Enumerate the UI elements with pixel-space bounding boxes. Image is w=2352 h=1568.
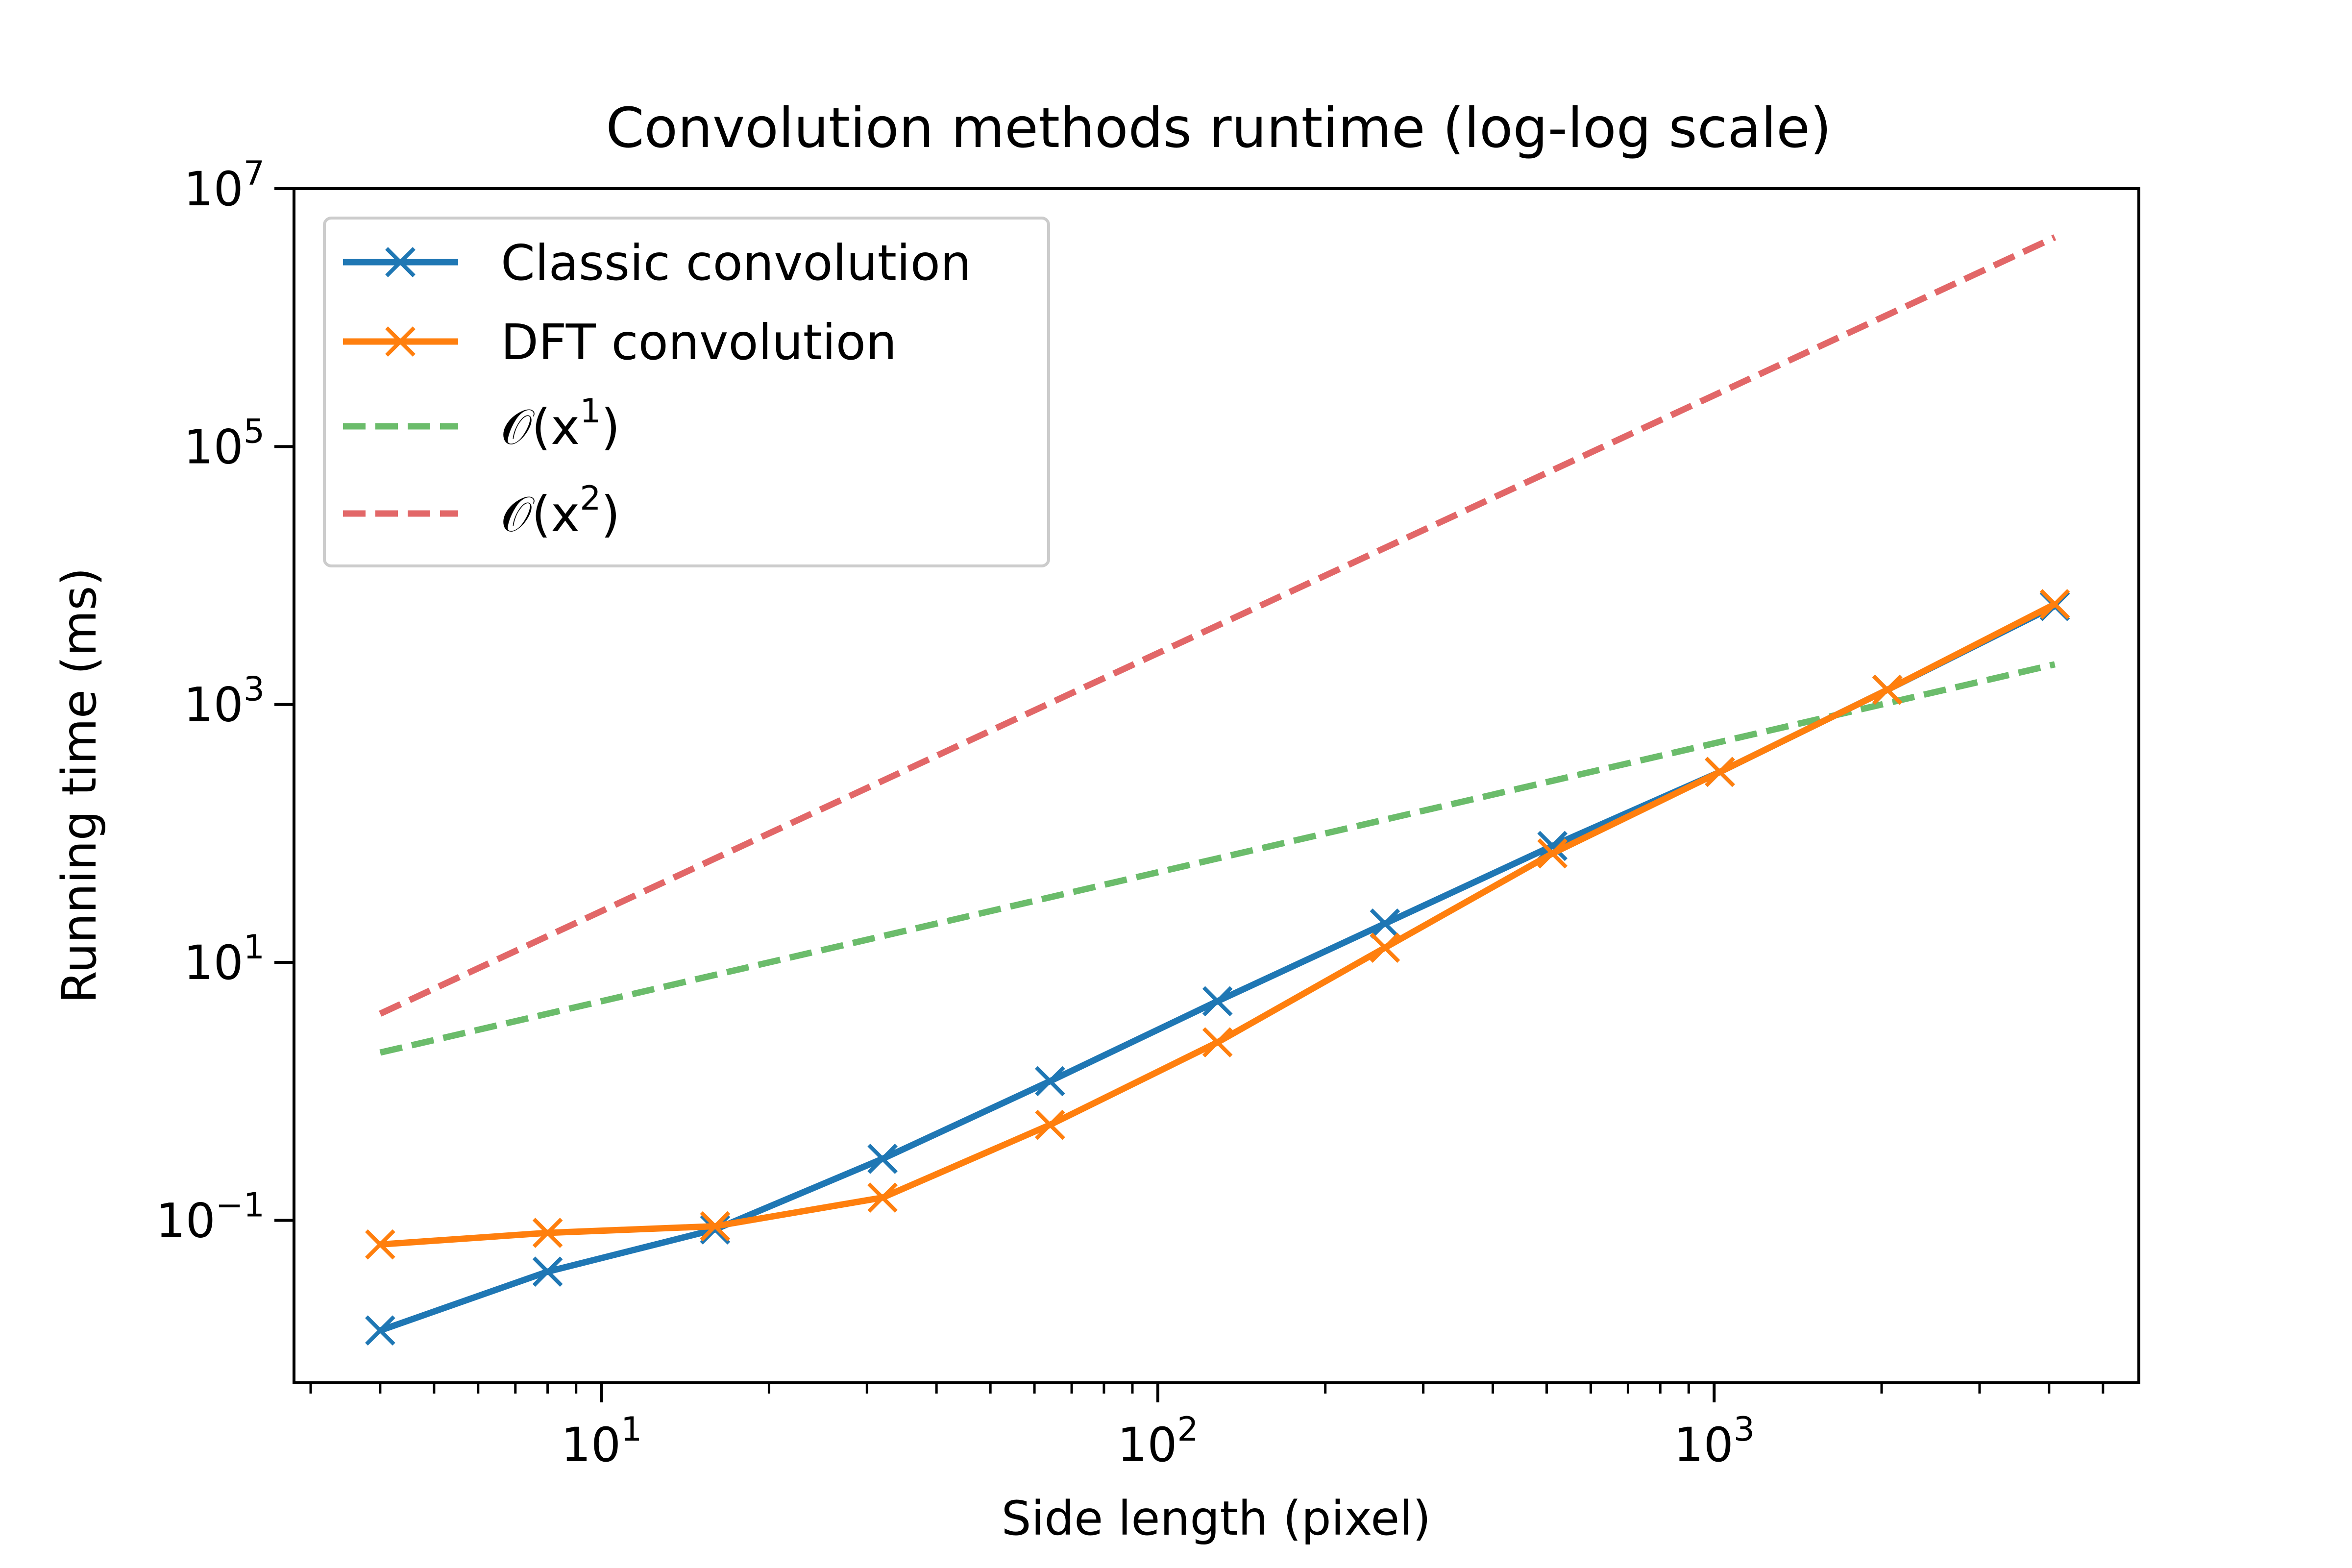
data-point-marker bbox=[700, 1214, 731, 1245]
x-tick-label: 102 bbox=[1117, 1410, 1198, 1472]
plot-frame bbox=[293, 187, 2140, 1384]
data-point-marker bbox=[532, 1256, 563, 1287]
data-point-marker bbox=[1872, 674, 1903, 705]
legend-label-3: 𝒪(x2) bbox=[501, 479, 620, 543]
data-point-marker bbox=[1202, 1027, 1233, 1058]
legend-label-2: 𝒪(x1) bbox=[501, 392, 620, 456]
data-point-marker bbox=[1035, 1109, 1065, 1140]
y-tick-label: 107 bbox=[184, 154, 265, 217]
x-axis-label: Side length (pixel) bbox=[1002, 1491, 1431, 1546]
y-tick-label: 103 bbox=[184, 670, 265, 733]
chart-title: Convolution methods runtime (log-log sca… bbox=[606, 97, 1831, 160]
data-point-marker bbox=[2039, 589, 2070, 619]
x-tick-label: 101 bbox=[561, 1410, 642, 1472]
y-axis-label: Running time (ms) bbox=[52, 567, 107, 1004]
legend-label-0: Classic convolution bbox=[501, 234, 971, 292]
series-line-3 bbox=[379, 234, 2057, 1017]
legend-label-1: DFT convolution bbox=[501, 314, 897, 371]
legend-marker-1 bbox=[385, 326, 416, 357]
data-point-marker bbox=[867, 1182, 898, 1213]
y-axis: 10−1 101 103 105 107 bbox=[156, 154, 294, 1248]
legend-marker-0 bbox=[385, 247, 416, 277]
legend: Classic convolution DFT convolution 𝒪(x1) 𝒪… bbox=[323, 217, 1050, 567]
data-point-marker bbox=[365, 1229, 395, 1260]
data-point-marker bbox=[700, 1211, 731, 1242]
series-line-2 bbox=[379, 661, 2056, 1056]
data-point-marker bbox=[1705, 757, 1735, 787]
data-point-marker bbox=[532, 1218, 563, 1248]
data-point-marker bbox=[867, 1144, 898, 1174]
y-tick-label: 105 bbox=[184, 412, 265, 474]
data-point-marker bbox=[365, 1315, 395, 1346]
x-tick-label: 103 bbox=[1674, 1410, 1755, 1472]
data-point-marker bbox=[1035, 1066, 1065, 1097]
data-point-marker bbox=[1537, 838, 1568, 869]
data-point-marker bbox=[1370, 908, 1400, 939]
x-axis: 101 102 103 bbox=[309, 1383, 2105, 1472]
y-tick-label: 10−1 bbox=[156, 1186, 265, 1248]
y-tick-label: 101 bbox=[184, 928, 265, 990]
legend-frame bbox=[323, 217, 1050, 567]
plot-area bbox=[365, 234, 2070, 1346]
data-point-marker bbox=[1370, 932, 1400, 963]
data-point-marker bbox=[1202, 986, 1233, 1017]
